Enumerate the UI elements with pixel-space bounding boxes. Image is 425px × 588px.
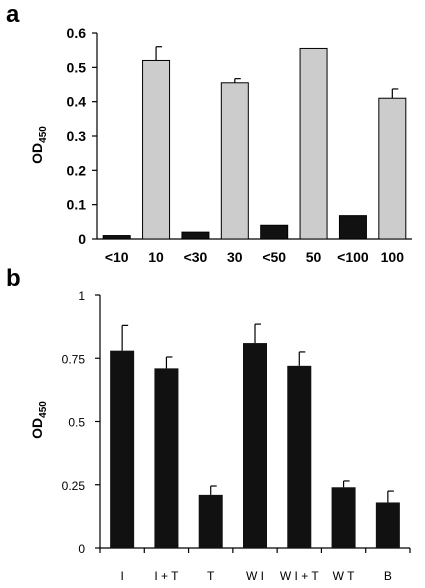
y-tick-label: 0.25: [62, 479, 86, 493]
bar-b: [154, 368, 179, 548]
y-tick-label: 0.4: [67, 94, 87, 110]
bar-b: [198, 494, 223, 548]
bar-a: [181, 231, 210, 240]
y-tick-label: 0.1: [67, 197, 87, 213]
x-tick-label: I: [120, 569, 123, 583]
x-tick-label: <100: [337, 249, 369, 265]
bar-b: [243, 343, 267, 548]
x-tick-label: 10: [148, 249, 164, 265]
bar-a: [299, 47, 328, 240]
bar-b: [110, 350, 135, 548]
chart-a: 0 0.1 0.2 0.3 0.4 0.5 0.6 OD450 <10 10 <30 30 <50 50 <…: [29, 25, 412, 265]
y-tick-label: 0: [78, 231, 86, 247]
x-tick-label: 50: [306, 249, 322, 265]
x-tick-label: <50: [262, 249, 286, 265]
bar-a: [338, 215, 367, 240]
bar-a: [260, 224, 289, 240]
y-tick-label: 0.2: [67, 162, 87, 178]
panel-label-b: b: [6, 265, 21, 292]
y-tick-label: 0.75: [62, 352, 86, 366]
bar-b: [375, 502, 400, 548]
x-tick-label: T: [207, 569, 215, 583]
y-axis-label: OD450: [29, 126, 49, 164]
chart-b: 0 0.25 0.5 0.75 1 OD450 I I + T T W I W I + T W T B: [29, 289, 411, 583]
x-tick-label: W T: [333, 569, 355, 583]
y-tick-label: 1: [78, 289, 85, 303]
x-tick-label: 100: [381, 249, 405, 265]
bar-a: [142, 59, 171, 240]
x-tick-label: <10: [105, 249, 129, 265]
y-tick-label: 0.3: [67, 128, 87, 144]
x-tick-label: I + T: [154, 569, 179, 583]
bar-b: [331, 487, 356, 548]
x-tick-label: W I + T: [280, 569, 319, 583]
x-tick-label: <30: [184, 249, 208, 265]
bar-a: [378, 97, 407, 240]
y-tick-label: 0: [78, 542, 85, 556]
bar-a: [220, 82, 249, 240]
y-tick-label: 0.5: [67, 59, 87, 75]
panel-label-a: a: [6, 1, 20, 28]
x-tick-label: B: [384, 569, 392, 583]
x-tick-label: W I: [246, 569, 264, 583]
x-tick-label: 30: [227, 249, 243, 265]
bar-b: [287, 365, 312, 548]
y-tick-label: 0.5: [68, 416, 85, 430]
y-tick-label: 0.6: [67, 25, 87, 41]
bar-a: [102, 235, 131, 240]
y-axis-label: OD450: [29, 401, 49, 439]
